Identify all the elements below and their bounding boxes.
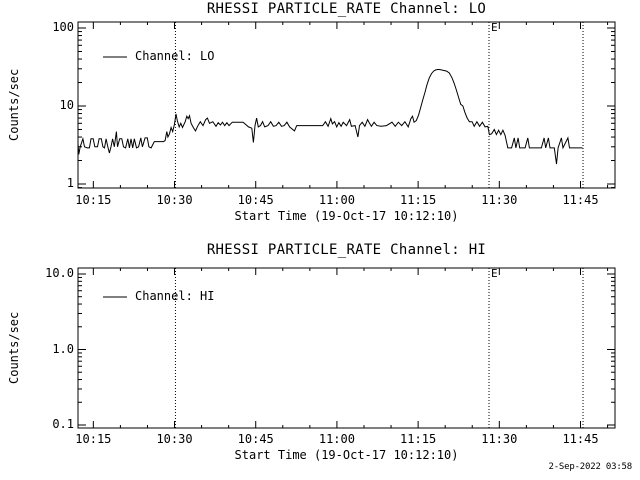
y-tick-label: 10 [59,98,74,112]
event-flag: E [491,21,498,34]
axis-box [77,21,616,189]
plot-timestamp: 2-Sep-2022 03:58 [548,462,633,472]
x-tick-label: 11:45 [562,193,599,207]
y-tick-label: 1.0 [52,341,74,356]
x-tick-label: 11:15 [400,193,437,207]
x-tick-label: 10:15 [75,193,112,207]
x-tick-label: 10:30 [156,432,193,446]
event-flag: E [491,267,498,280]
panel-lo-legend-label: Channel: LO [135,49,215,63]
y-tick-label: 100 [52,20,74,34]
panel-hi-x-axis-title: Start Time (19-Oct-17 10:12:10) [234,448,459,462]
y-tick-label: 0.1 [52,417,74,431]
axis-box [77,267,616,429]
x-tick-label: 11:00 [318,193,355,207]
y-tick-label: 10.0 [45,266,74,280]
panel-lo-title: RHESSI PARTICLE_RATE Channel: LO [206,1,487,17]
panel-hi-title: RHESSI PARTICLE_RATE Channel: HI [206,242,487,258]
x-tick-label: 10:45 [237,193,274,207]
x-tick-label: 11:30 [481,193,518,207]
data-line [77,68,583,165]
x-tick-label: 11:15 [400,432,437,446]
x-tick-label: 10:30 [156,193,193,207]
x-tick-label: 11:00 [318,432,355,446]
x-tick-label: 10:15 [75,432,112,446]
x-tick-label: 11:30 [481,432,518,446]
x-tick-label: 10:45 [237,432,274,446]
y-tick-label: 1 [66,176,74,190]
x-tick-label: 11:45 [562,432,599,446]
panel-lo-x-axis-title: Start Time (19-Oct-17 10:12:10) [234,209,459,223]
panel-hi-y-axis-title: Counts/sec [7,311,21,384]
panel-hi-legend-label: Channel: HI [135,289,215,303]
panel-lo-y-axis-title: Counts/sec [7,68,21,141]
